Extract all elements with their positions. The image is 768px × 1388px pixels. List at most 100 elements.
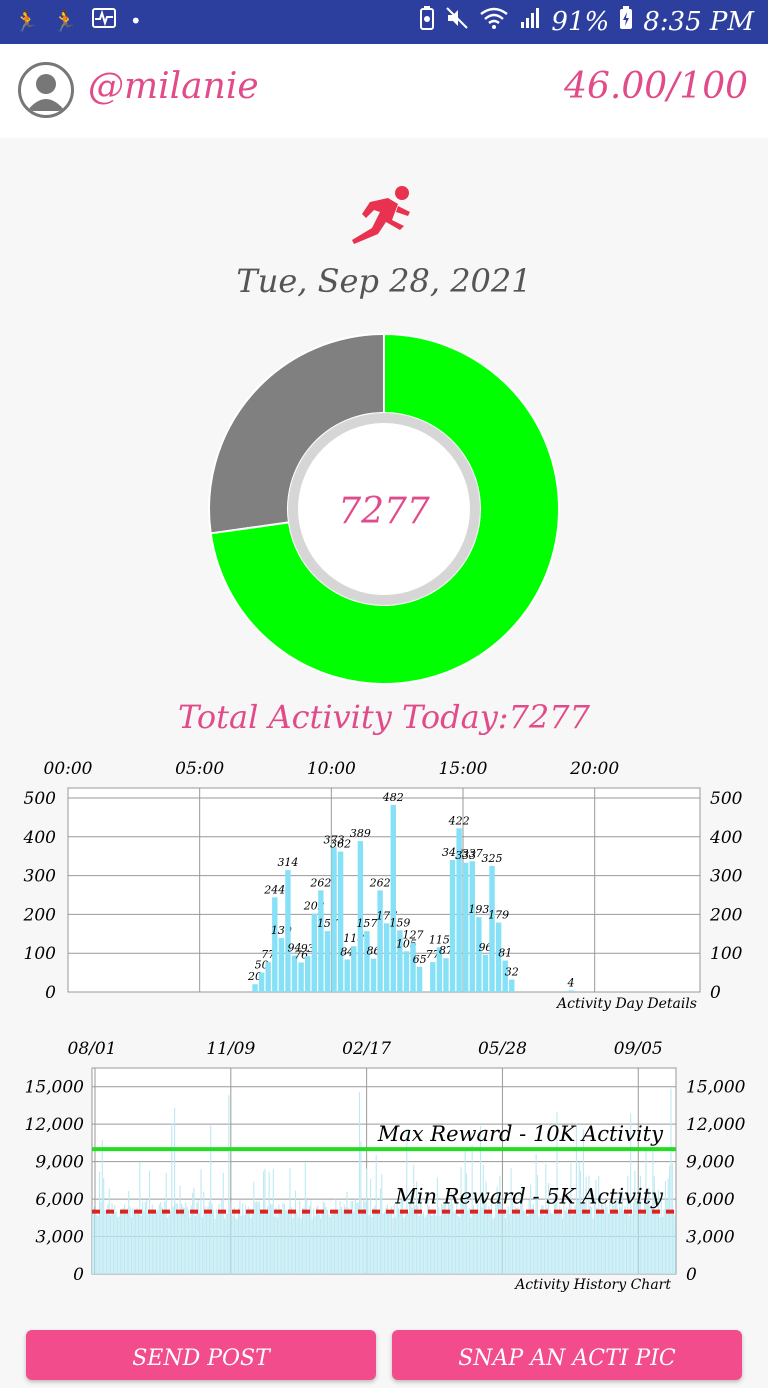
chart2-bar (146, 1200, 148, 1274)
chart1-bar (278, 938, 285, 992)
chart1-bar (384, 923, 390, 992)
chart2-bar (345, 1207, 347, 1274)
chart2-bar (343, 1204, 345, 1274)
chart2-bar (600, 1203, 603, 1274)
send-post-button[interactable]: SEND POST (26, 1330, 376, 1380)
chart2-bar (559, 1205, 561, 1274)
chart1-bar-label: 94 (288, 942, 302, 955)
activity-monitor-icon (91, 8, 116, 33)
chart2-bar (431, 1215, 433, 1274)
chart2-bar (538, 1216, 540, 1274)
chart2-bar (144, 1201, 146, 1274)
chart2-bar (251, 1208, 253, 1274)
chart2-bar (155, 1211, 158, 1274)
chart2-bar (265, 1213, 267, 1274)
chart2-bar (581, 1203, 583, 1274)
chart2-bar (525, 1212, 527, 1274)
chart1-bar (469, 861, 475, 992)
chart2-bar (424, 1217, 426, 1274)
chart1-bar-label: 77 (426, 948, 440, 961)
chart2-bar (370, 1178, 372, 1274)
chart2-bar (650, 1208, 653, 1274)
chart1-bar (305, 955, 311, 992)
runner-icon: 🏃 (14, 8, 39, 33)
chart2-bar (534, 1209, 536, 1274)
chart2-bar (446, 1213, 448, 1274)
chart2-bar (324, 1202, 326, 1274)
chart1-bar-label: 482 (382, 791, 404, 804)
chart1-bar (568, 990, 574, 992)
chart2-bar (523, 1210, 525, 1274)
chart2-bar (452, 1203, 454, 1274)
chart2-y-tick-label-left: 15,000 (25, 1078, 85, 1098)
chart2-bar (269, 1203, 272, 1274)
chart2-bar (236, 1218, 238, 1274)
chart2-bar (635, 1200, 637, 1274)
chart2-bar (268, 1171, 270, 1274)
chart2-bar (363, 1199, 365, 1274)
chart2-bar (390, 1206, 393, 1274)
chart2-bar (459, 1217, 461, 1274)
chart2-bar (627, 1175, 629, 1274)
chart2-bar (178, 1210, 180, 1274)
chart2-bar (591, 1207, 593, 1274)
chart1-bar-label: 157 (356, 917, 377, 930)
battery-charging-icon (619, 6, 633, 37)
chart2-bar (135, 1211, 137, 1274)
chart1-bar (456, 828, 462, 992)
chart2-bar (274, 1216, 276, 1274)
chart1-bar-label: 32 (505, 966, 519, 979)
chart2-y-tick-label-left: 9,000 (35, 1153, 84, 1173)
chart2-bar (477, 1199, 479, 1274)
chart1-bar (502, 960, 508, 992)
chart2-bar (500, 1204, 502, 1274)
chart2-bar (222, 1172, 224, 1274)
chart1-bar-label: 84 (340, 945, 354, 958)
chart2-bar (224, 1218, 226, 1274)
chart2-x-tick-label: 11/09 (206, 1039, 255, 1059)
chart2-bar (239, 1200, 241, 1274)
chart1-bar (318, 890, 324, 992)
chart2-bar (474, 1212, 476, 1274)
chart2-bar (299, 1200, 301, 1274)
chart2-bar (257, 1202, 259, 1274)
chart2-bar (486, 1212, 488, 1274)
chart2-bar (443, 1204, 445, 1274)
chart1-bar-label: 373 (324, 833, 345, 846)
chart1-bar (476, 917, 482, 992)
chart2-bar (136, 1207, 138, 1274)
chart2-bar (229, 1202, 231, 1274)
chart2-bar (644, 1203, 646, 1274)
chart2-bar (573, 1214, 575, 1274)
chart2-bar (171, 1123, 173, 1274)
chart2-bar (504, 1217, 507, 1274)
chart1-bar-label: 76 (294, 949, 308, 962)
snap-activity-button[interactable]: SNAP AN ACTI PIC (392, 1330, 742, 1380)
chart2-bar (585, 1176, 587, 1274)
chart1-y-tick-label-left: 200 (23, 905, 57, 925)
chart2-x-tick-label: 08/01 (68, 1039, 117, 1059)
chart2-bar (130, 1217, 133, 1274)
chart2-bar (624, 1206, 626, 1274)
chart2-bar (246, 1210, 248, 1274)
avatar[interactable] (18, 62, 74, 118)
chart1-bar (357, 841, 364, 992)
chart2-bar (461, 1199, 463, 1274)
chart1-y-tick-label-right: 400 (709, 828, 743, 848)
chart2-bar (673, 1210, 675, 1274)
chart2-bar (315, 1207, 317, 1274)
chart2-bar (432, 1213, 434, 1274)
chart1-bar (430, 962, 436, 992)
chart2-bar (190, 1205, 192, 1274)
status-right: 91% 8:35 PM (419, 6, 754, 37)
chart2-bar (180, 1203, 183, 1274)
chart2-bar (664, 1181, 666, 1274)
chart2-bar (320, 1218, 322, 1274)
chart2-bar (478, 1209, 480, 1274)
chart2-bar (374, 1205, 376, 1274)
chart2-bar (456, 1203, 458, 1274)
chart2-bar (100, 1201, 102, 1274)
chart2-bar (208, 1201, 210, 1274)
chart2-bar (574, 1205, 576, 1274)
status-left-icons: 🏃 🏃 • (14, 8, 142, 33)
